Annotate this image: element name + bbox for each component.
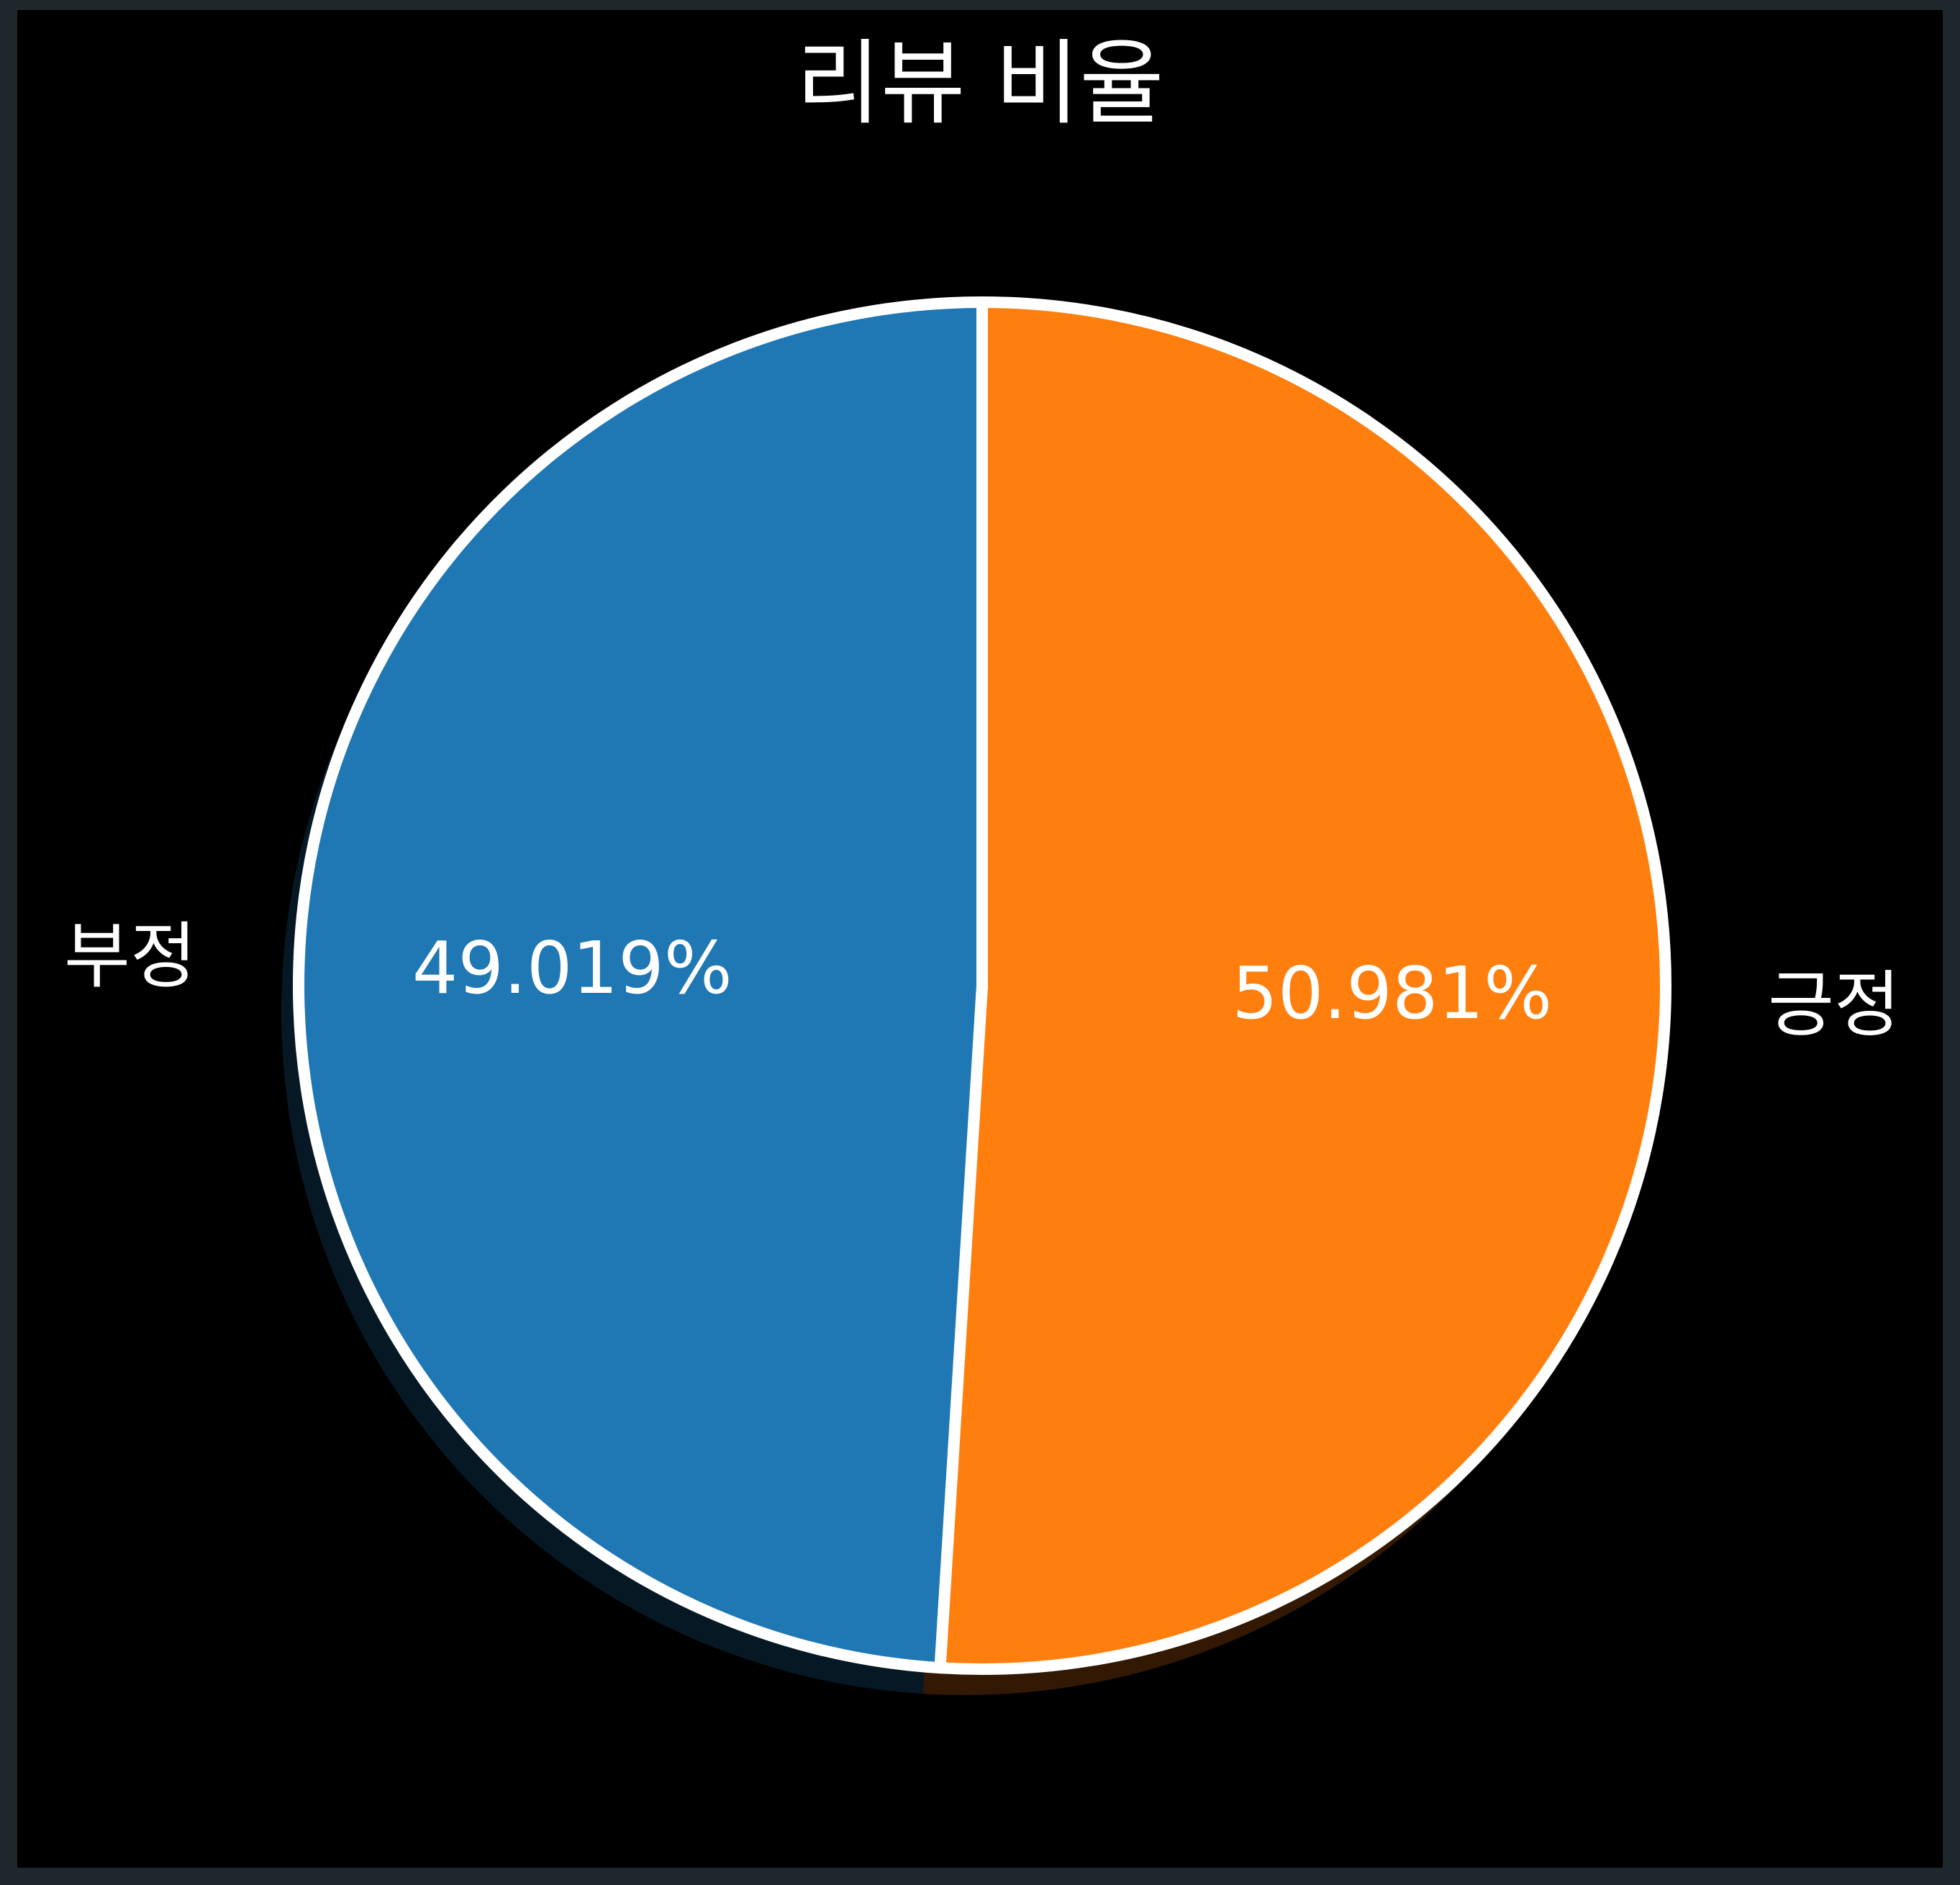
slice-percent-label: 50.981% <box>1232 951 1552 1035</box>
pie-slices <box>292 296 1671 1675</box>
slice-percent-label: 49.019% <box>412 926 732 1010</box>
chart-title: 리뷰 비율 <box>796 30 1164 137</box>
slice-category-label: 긍정 <box>1768 963 1900 1047</box>
slice-category-label: 부정 <box>64 914 196 999</box>
pie-labels: 긍정 50.981% 부정 49.019% <box>64 914 1900 1047</box>
pie-slice <box>934 296 1671 1675</box>
pie-slice <box>292 296 988 1674</box>
